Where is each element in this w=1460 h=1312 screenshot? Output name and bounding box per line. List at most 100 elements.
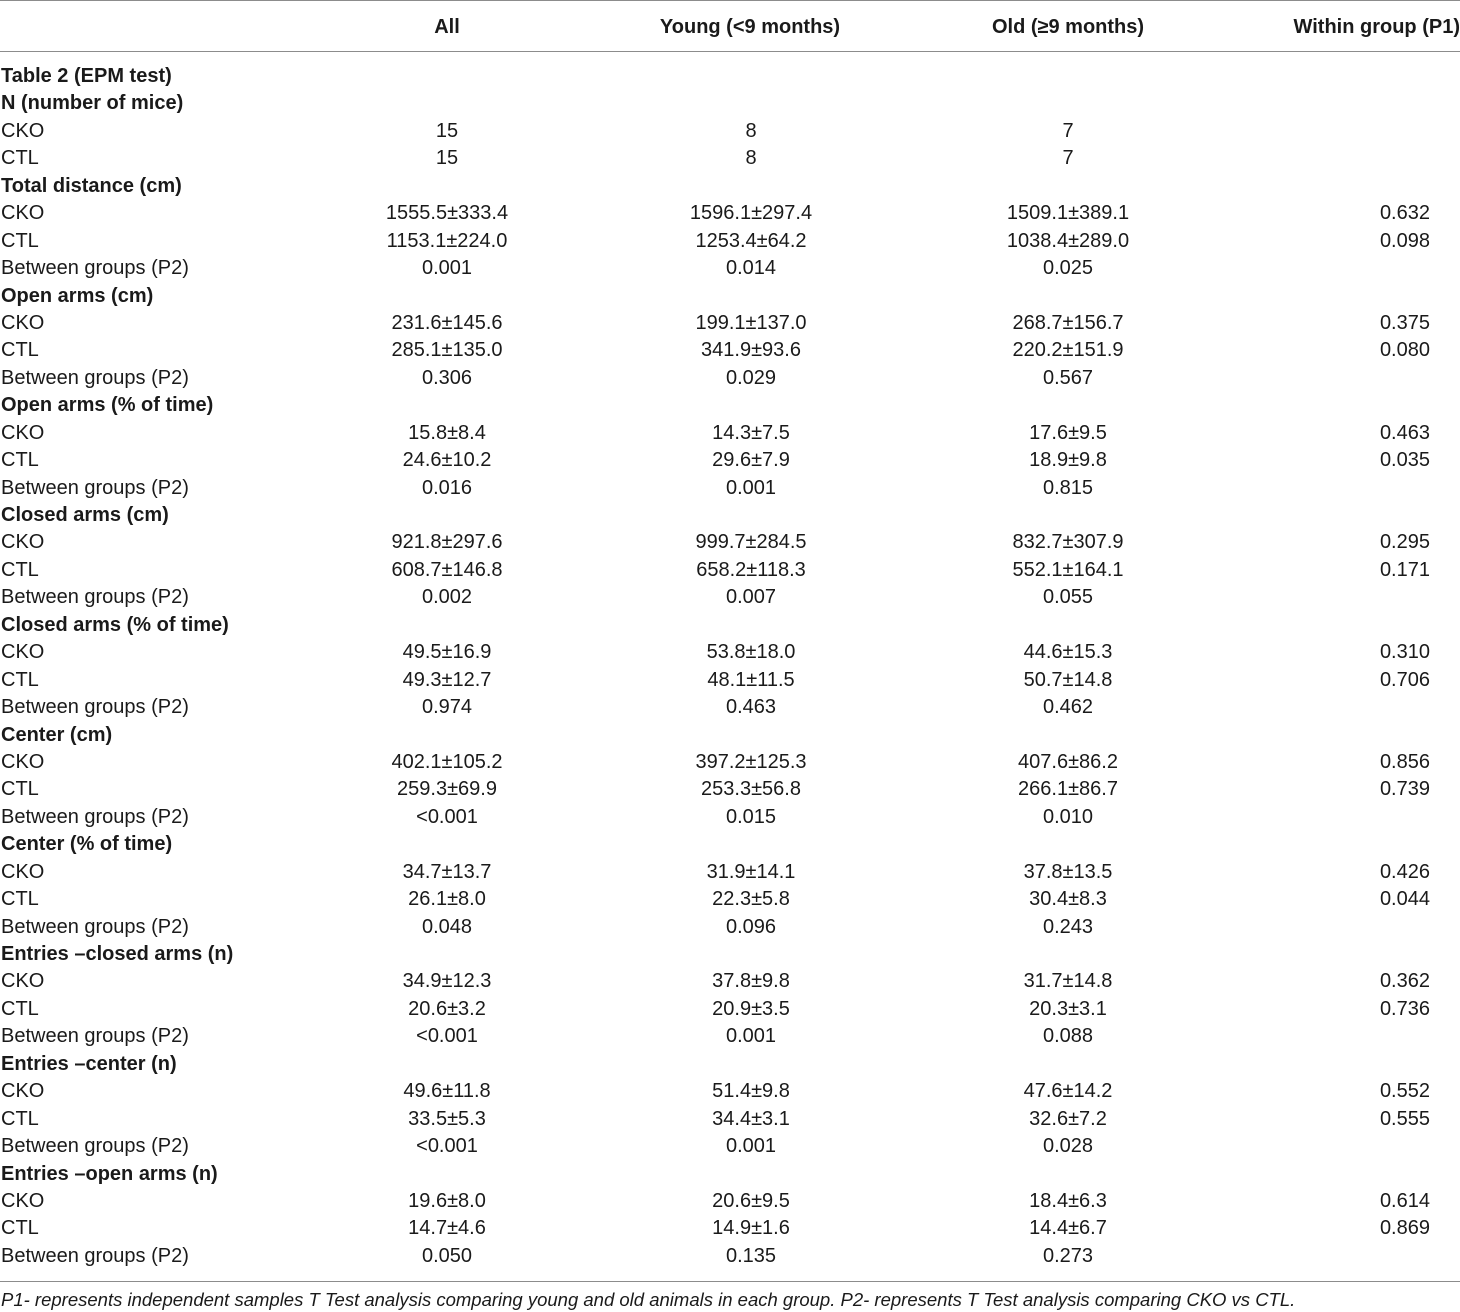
cell-all: 0.974: [421, 696, 473, 719]
table-row: Between groups (P2) 0.048 0.096 0.243: [0, 914, 1460, 941]
table-row: Between groups (P2) <0.001 0.001 0.028: [0, 1133, 1460, 1160]
column-header-old: Old (≥9 months): [991, 16, 1145, 38]
section-header-row: Total distance (cm): [0, 173, 1460, 200]
row-label: CKO: [1, 1189, 45, 1212]
cell-old: 268.7±156.7: [1012, 311, 1124, 334]
table-footnote: P1- represents independent samples T Tes…: [1, 1289, 1296, 1310]
table-row: Between groups (P2) 0.016 0.001 0.815: [0, 475, 1460, 502]
cell-all: 14.7±4.6: [408, 1217, 486, 1240]
cell-all: 285.1±135.0: [391, 339, 503, 362]
cell-young: 0.015: [725, 805, 777, 828]
cell-within-group-p1: 0.555: [1379, 1107, 1430, 1130]
cell-all: 921.8±297.6: [391, 531, 503, 554]
cell-old: 32.6±7.2: [1029, 1107, 1107, 1130]
cell-young: 48.1±11.5: [707, 668, 795, 691]
section-header-row: Open arms (cm): [0, 283, 1460, 310]
table-row: CKO 402.1±105.2 397.2±125.3 407.6±86.2 0.856: [0, 749, 1460, 776]
cell-all: 20.6±3.2: [408, 997, 486, 1020]
row-label: CTL: [1, 778, 39, 801]
cell-all: <0.001: [416, 1025, 478, 1048]
table-row: CTL 608.7±146.8 658.2±118.3 552.1±164.1 0.17…: [0, 557, 1460, 584]
cell-young: 29.6±7.9: [712, 449, 790, 472]
table-body: Table 2 (EPM test) N (number of mice) CKO 1…: [0, 63, 1460, 1270]
row-label: Between groups (P2): [1, 915, 189, 938]
cell-old: 7: [1062, 119, 1074, 142]
cell-within-group-p1: 0.375: [1379, 311, 1430, 334]
cell-young: 199.1±137.0: [695, 311, 807, 334]
cell-young: 14.9±1.6: [712, 1217, 790, 1240]
row-label: CTL: [1, 558, 39, 581]
row-label: CKO: [1, 860, 45, 883]
cell-all: 0.002: [421, 586, 473, 609]
table-header-rule: [0, 51, 1460, 52]
cell-young: 14.3±7.5: [712, 421, 790, 444]
table-row: CKO 34.9±12.3 37.8±9.8 31.7±14.8 0.362: [0, 968, 1460, 995]
column-header-within-group: Within group (P1): [1293, 16, 1460, 38]
cell-young: 8: [745, 119, 757, 142]
cell-within-group-p1: 0.044: [1379, 888, 1430, 911]
row-label: CKO: [1, 641, 45, 664]
cell-old: 50.7±14.8: [1023, 668, 1113, 691]
section-header-row: Entries –center (n): [0, 1051, 1460, 1078]
row-label: CTL: [1, 147, 39, 170]
table-row: CTL 14.7±4.6 14.9±1.6 14.4±6.7 0.869: [0, 1215, 1460, 1242]
cell-all: 402.1±105.2: [391, 750, 503, 773]
cell-within-group-p1: 0.706: [1379, 668, 1430, 691]
cell-within-group-p1: 0.098: [1379, 229, 1430, 252]
cell-old: 0.055: [1042, 586, 1094, 609]
table-row: CKO 15 8 7: [0, 118, 1460, 145]
cell-old: 0.815: [1042, 476, 1094, 499]
row-label: Between groups (P2): [1, 696, 189, 719]
row-label: Total distance (cm): [1, 174, 182, 197]
cell-old: 44.6±15.3: [1023, 641, 1113, 664]
table-row: CTL 259.3±69.9 253.3±56.8 266.1±86.7 0.739: [0, 776, 1460, 803]
cell-all: 49.5±16.9: [402, 641, 492, 664]
cell-young: 0.001: [725, 1025, 777, 1048]
cell-old: 14.4±6.7: [1029, 1217, 1107, 1240]
section-header-row: Entries –closed arms (n): [0, 941, 1460, 968]
cell-within-group-p1: 0.632: [1379, 202, 1430, 225]
cell-within-group-p1: 0.869: [1379, 1217, 1430, 1240]
row-label: CKO: [1, 202, 45, 225]
row-label: Open arms (cm): [1, 284, 154, 307]
table-row: CTL 24.6±10.2 29.6±7.9 18.9±9.8 0.035: [0, 447, 1460, 474]
row-label: CTL: [1, 997, 39, 1020]
section-header-row: Closed arms (% of time): [0, 612, 1460, 639]
cell-within-group-p1: 0.080: [1379, 339, 1430, 362]
cell-old: 0.243: [1042, 915, 1094, 938]
table-row: CKO 34.7±13.7 31.9±14.1 37.8±13.5 0.426: [0, 859, 1460, 886]
cell-all: 15.8±8.4: [408, 421, 486, 444]
cell-old: 0.010: [1042, 805, 1094, 828]
cell-young: 53.8±18.0: [706, 641, 796, 664]
section-header-row: N (number of mice): [0, 90, 1460, 117]
cell-old: 0.462: [1042, 696, 1094, 719]
cell-old: 1509.1±389.1: [1006, 202, 1130, 225]
row-label: Between groups (P2): [1, 476, 189, 499]
row-label: CKO: [1, 311, 45, 334]
cell-all: <0.001: [416, 1135, 478, 1158]
cell-old: 0.567: [1042, 366, 1094, 389]
cell-young: 0.463: [725, 696, 777, 719]
cell-old: 37.8±13.5: [1023, 860, 1113, 883]
cell-young: 999.7±284.5: [695, 531, 807, 554]
cell-within-group-p1: 0.614: [1379, 1189, 1430, 1212]
table-row: CKO 1555.5±333.4 1596.1±297.4 1509.1±389.1 0…: [0, 200, 1460, 227]
cell-within-group-p1: 0.362: [1379, 970, 1430, 993]
row-label: CTL: [1, 339, 39, 362]
table-row: Between groups (P2) 0.050 0.135 0.273: [0, 1243, 1460, 1270]
row-label: Between groups (P2): [1, 1025, 189, 1048]
cell-young: 0.001: [725, 1135, 777, 1158]
table-bottom-rule: [0, 1281, 1460, 1282]
row-label: Entries –open arms (n): [1, 1162, 218, 1185]
cell-old: 17.6±9.5: [1029, 421, 1107, 444]
cell-old: 20.3±3.1: [1029, 997, 1107, 1020]
cell-young: 22.3±5.8: [712, 888, 790, 911]
cell-all: 49.6±11.8: [403, 1080, 491, 1103]
row-label: Center (% of time): [1, 833, 173, 856]
cell-all: 34.9±12.3: [402, 970, 492, 993]
cell-young: 341.9±93.6: [701, 339, 801, 362]
table-row: Between groups (P2) 0.306 0.029 0.567: [0, 365, 1460, 392]
row-label: CTL: [1, 1217, 39, 1240]
cell-young: 20.6±9.5: [712, 1189, 790, 1212]
column-header-all: All: [434, 16, 460, 38]
